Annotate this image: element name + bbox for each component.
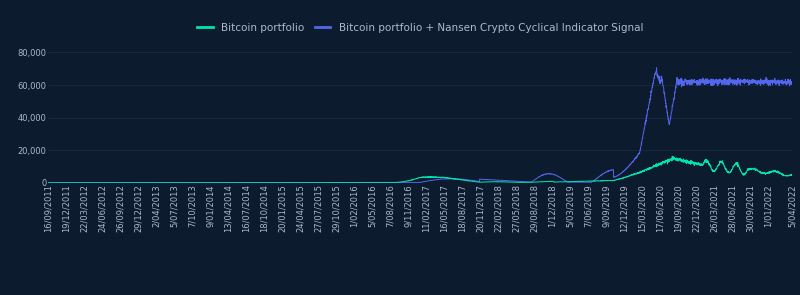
Legend: Bitcoin portfolio, Bitcoin portfolio + Nansen Crypto Cyclical Indicator Signal: Bitcoin portfolio, Bitcoin portfolio + N… [193,19,647,37]
